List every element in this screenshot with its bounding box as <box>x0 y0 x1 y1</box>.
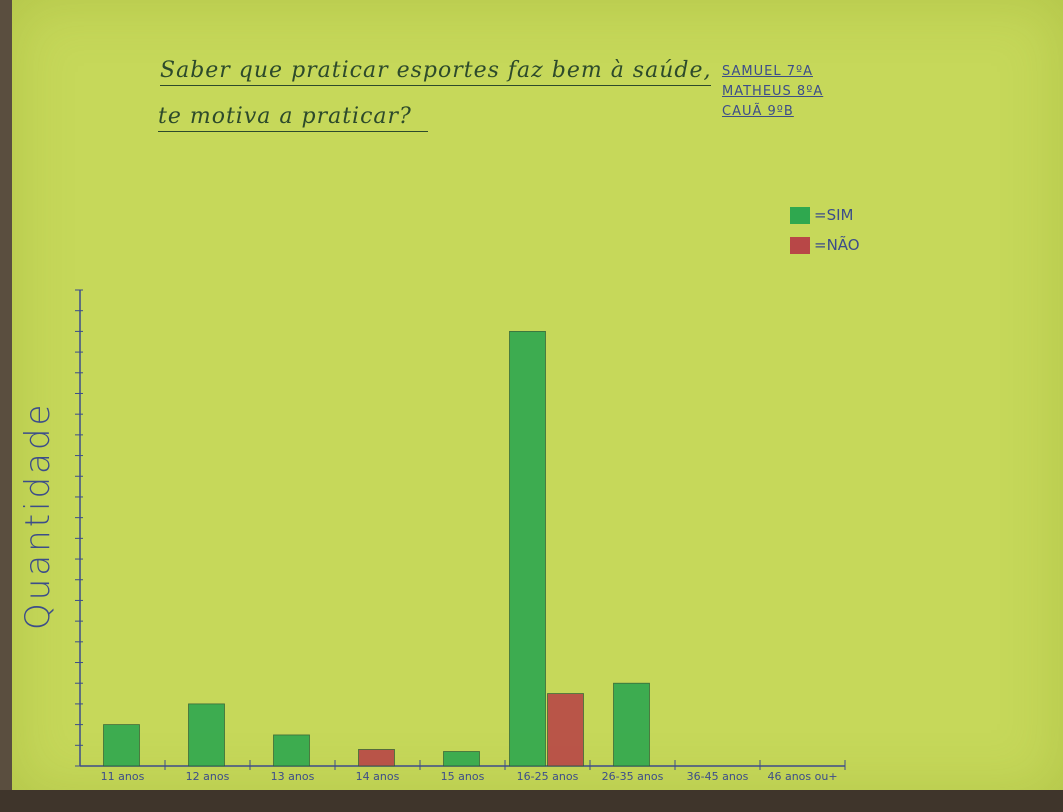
author-1: SAMUEL 7ºA <box>722 64 813 79</box>
x-tick-label: 16-25 anos <box>517 770 579 783</box>
x-tick-label: 11 anos <box>101 770 145 783</box>
x-tick-label: 15 anos <box>441 770 485 783</box>
x-tick-label: 26-35 anos <box>602 770 664 783</box>
legend-swatch-nao <box>790 236 810 254</box>
bar-sim-0 <box>103 724 140 767</box>
author-3: CAUÃ 9ºB <box>722 104 794 119</box>
x-tick-label: 14 anos <box>356 770 400 783</box>
bar-sim-2 <box>273 734 310 767</box>
x-tick-label: 46 anos ou+ <box>767 770 837 783</box>
bar-sim-4 <box>443 751 480 767</box>
authors-block: SAMUEL 7ºA MATHEUS 8ºA CAUÃ 9ºB <box>722 62 823 122</box>
legend-label-sim: =SIM <box>814 206 854 224</box>
x-tick-label: 12 anos <box>186 770 230 783</box>
legend-item-sim: =SIM <box>790 200 860 230</box>
legend-swatch-sim <box>790 206 810 224</box>
bar-sim-6 <box>613 682 650 767</box>
legend-item-nao: =NÃO <box>790 230 860 260</box>
x-tick-label: 36-45 anos <box>687 770 749 783</box>
bar-nao-3 <box>358 749 395 767</box>
chart-legend: =SIM =NÃO <box>790 200 860 260</box>
legend-label-nao: =NÃO <box>814 236 860 254</box>
chart-title-line-1: Saber que praticar esportes faz bem à sa… <box>160 58 712 86</box>
bar-nao-5 <box>547 693 584 767</box>
chart-title-line-2: te motiva a praticar? <box>158 104 428 132</box>
bar-sim-1 <box>188 703 225 767</box>
x-tick-label: 13 anos <box>271 770 315 783</box>
author-2: MATHEUS 8ºA <box>722 84 824 99</box>
bar-sim-5 <box>509 330 546 767</box>
floor-background <box>0 790 1063 812</box>
